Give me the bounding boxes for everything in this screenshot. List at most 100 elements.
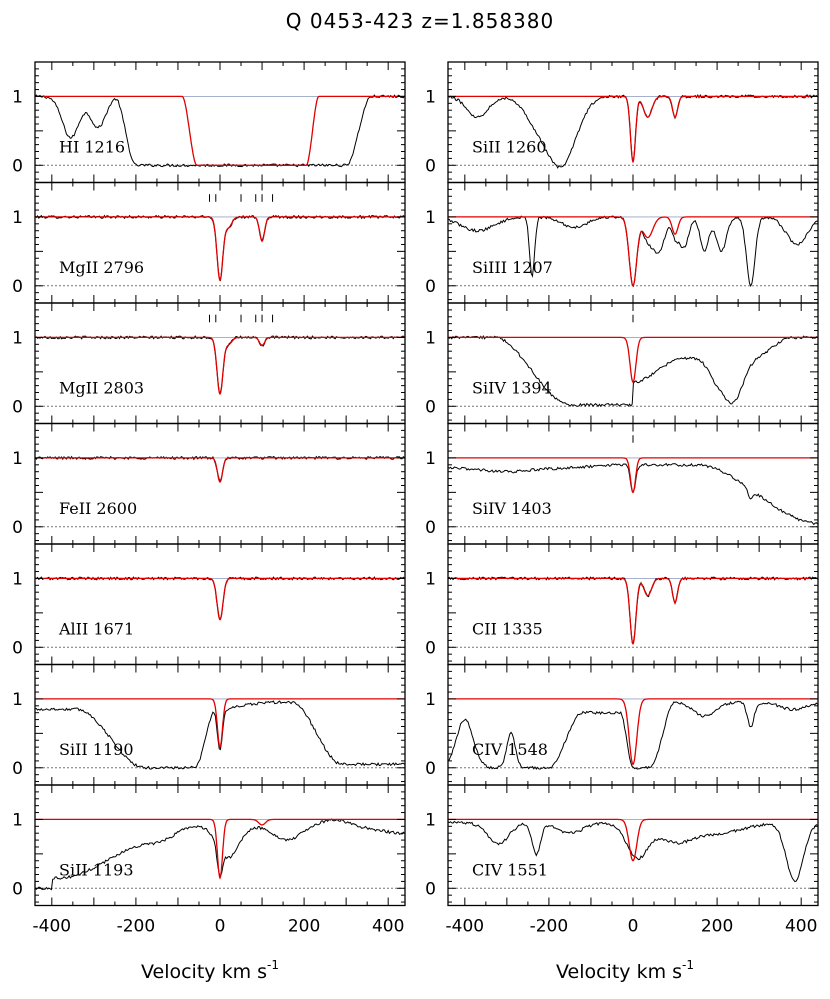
spectral-panel-11: 0 1 CII 1335: [425, 543, 819, 666]
ion-label: MgII 2803: [59, 379, 144, 398]
ion-label: CIV 1548: [472, 740, 548, 759]
spectral-panel-5: 0 1 SiII 1190: [12, 663, 406, 786]
observed-spectrum: [447, 93, 818, 169]
panel-frame: [34, 181, 406, 304]
y-tick-label: 0: [12, 638, 23, 658]
x-tick-label: -200: [530, 917, 569, 937]
y-tick-label: 1: [12, 690, 23, 710]
panel-frame: [34, 61, 406, 184]
ion-label: FeII 2600: [59, 499, 137, 518]
model-fit: [35, 698, 405, 749]
ion-label: SiIII 1207: [472, 258, 553, 277]
model-fit: [35, 577, 405, 621]
x-tick-label: -200: [117, 917, 156, 937]
y-tick-label: 1: [12, 449, 23, 469]
figure-title: Q 0453-423 z=1.858380: [286, 9, 554, 33]
ion-label: SiII 1190: [59, 740, 134, 759]
y-tick-label: 0: [425, 156, 436, 176]
y-tick-label: 0: [12, 759, 23, 779]
x-tick-label: 400: [372, 917, 404, 937]
observed-spectrum: [34, 94, 406, 168]
y-tick-label: 1: [12, 569, 23, 589]
y-tick-label: 1: [12, 208, 23, 228]
spectral-panel-9: 0 1 SiIV 1394: [425, 302, 819, 425]
x-tick-label: 400: [785, 917, 817, 937]
panel-frame: [447, 543, 819, 666]
ion-label: SiIV 1403: [472, 499, 552, 518]
y-tick-label: 0: [425, 879, 436, 899]
y-tick-label: 1: [425, 208, 436, 228]
ion-label: AlII 1671: [58, 620, 134, 639]
y-tick-label: 1: [425, 328, 436, 348]
panel-frame: [34, 422, 406, 545]
spectral-panel-12: 0 1 CIV 1548: [425, 663, 819, 786]
x-axis-title-text-right: Velocity km s: [556, 961, 682, 983]
y-tick-label: 1: [12, 87, 23, 107]
panel-frame: [34, 543, 406, 666]
observed-spectrum: [34, 455, 405, 482]
model-fit: [448, 95, 818, 164]
model-fit: [448, 818, 818, 862]
x-tick-label: 200: [701, 917, 733, 937]
spectral-panel-8: 0 1 SiIII 1207: [425, 181, 819, 304]
y-tick-label: 0: [425, 638, 436, 658]
y-tick-label: 0: [12, 277, 23, 297]
spectral-panel-7: 0 1 SiII 1260: [425, 61, 819, 184]
x-axis-title-sup-left: -1: [267, 958, 279, 972]
y-tick-label: 1: [12, 810, 23, 830]
y-tick-label: 1: [425, 569, 436, 589]
y-tick-label: 0: [12, 518, 23, 538]
observed-spectrum: [447, 334, 818, 408]
ion-label: CII 1335: [472, 620, 543, 639]
y-tick-label: 1: [425, 810, 436, 830]
x-axis-title-right: Velocity km s-1: [556, 958, 694, 983]
model-fit: [448, 577, 818, 645]
spectral-panel-1: 0 1 MgII 2796: [12, 181, 406, 304]
y-tick-label: 1: [425, 449, 436, 469]
panel-frame: [447, 61, 819, 184]
observed-spectrum: [34, 700, 405, 770]
model-fit: [35, 457, 405, 483]
y-tick-label: 0: [425, 397, 436, 417]
panel-frame: [447, 784, 819, 907]
observed-spectrum: [447, 700, 818, 770]
x-tick-label: -400: [33, 917, 72, 937]
model-fit: [448, 336, 818, 384]
panel-grid: 0 1 HI 1216 0 1 MgII 2796 0 1 MgII 2803 0 1 FeII 26…: [12, 61, 819, 937]
y-tick-label: 1: [425, 87, 436, 107]
model-fit: [448, 698, 818, 766]
y-tick-label: 0: [12, 156, 23, 176]
y-tick-label: 0: [12, 879, 23, 899]
spectral-panel-13: 0 1 CIV 1551 -400 -200 0 200 400: [425, 784, 819, 937]
spectral-panel-6: 0 1 SiII 1193 -400 -200 0 200 400: [12, 784, 406, 937]
model-fit: [35, 818, 405, 880]
x-axis-title-text-left: Velocity km s: [141, 961, 267, 983]
model-fit: [35, 95, 405, 166]
ion-label: MgII 2796: [59, 258, 144, 277]
y-tick-label: 0: [12, 397, 23, 417]
x-axis-title-left: Velocity km s-1: [141, 958, 279, 983]
x-axis-title-sup-right: -1: [682, 958, 694, 972]
ion-label: HI 1216: [59, 138, 125, 157]
observed-spectrum: [447, 820, 818, 883]
spectral-panel-2: 0 1 MgII 2803: [12, 302, 406, 425]
spectral-panel-10: 0 1 SiIV 1403: [425, 422, 819, 545]
panel-frame: [34, 663, 406, 786]
spectral-panel-4: 0 1 AlII 1671: [12, 543, 406, 666]
ion-label: SiIV 1394: [472, 379, 552, 398]
y-tick-label: 0: [425, 518, 436, 538]
x-tick-label: 0: [215, 917, 226, 937]
y-tick-label: 1: [12, 328, 23, 348]
x-tick-label: -400: [446, 917, 485, 937]
spectral-panel-0: 0 1 HI 1216: [12, 61, 406, 184]
x-tick-label: 200: [288, 917, 320, 937]
panel-frame: [34, 302, 406, 425]
ion-label: CIV 1551: [472, 861, 548, 880]
x-tick-label: 0: [628, 917, 639, 937]
observed-spectrum: [34, 576, 405, 620]
model-fit: [35, 336, 405, 395]
panel-frame: [34, 784, 406, 907]
model-fit: [448, 216, 818, 287]
y-tick-label: 0: [425, 759, 436, 779]
